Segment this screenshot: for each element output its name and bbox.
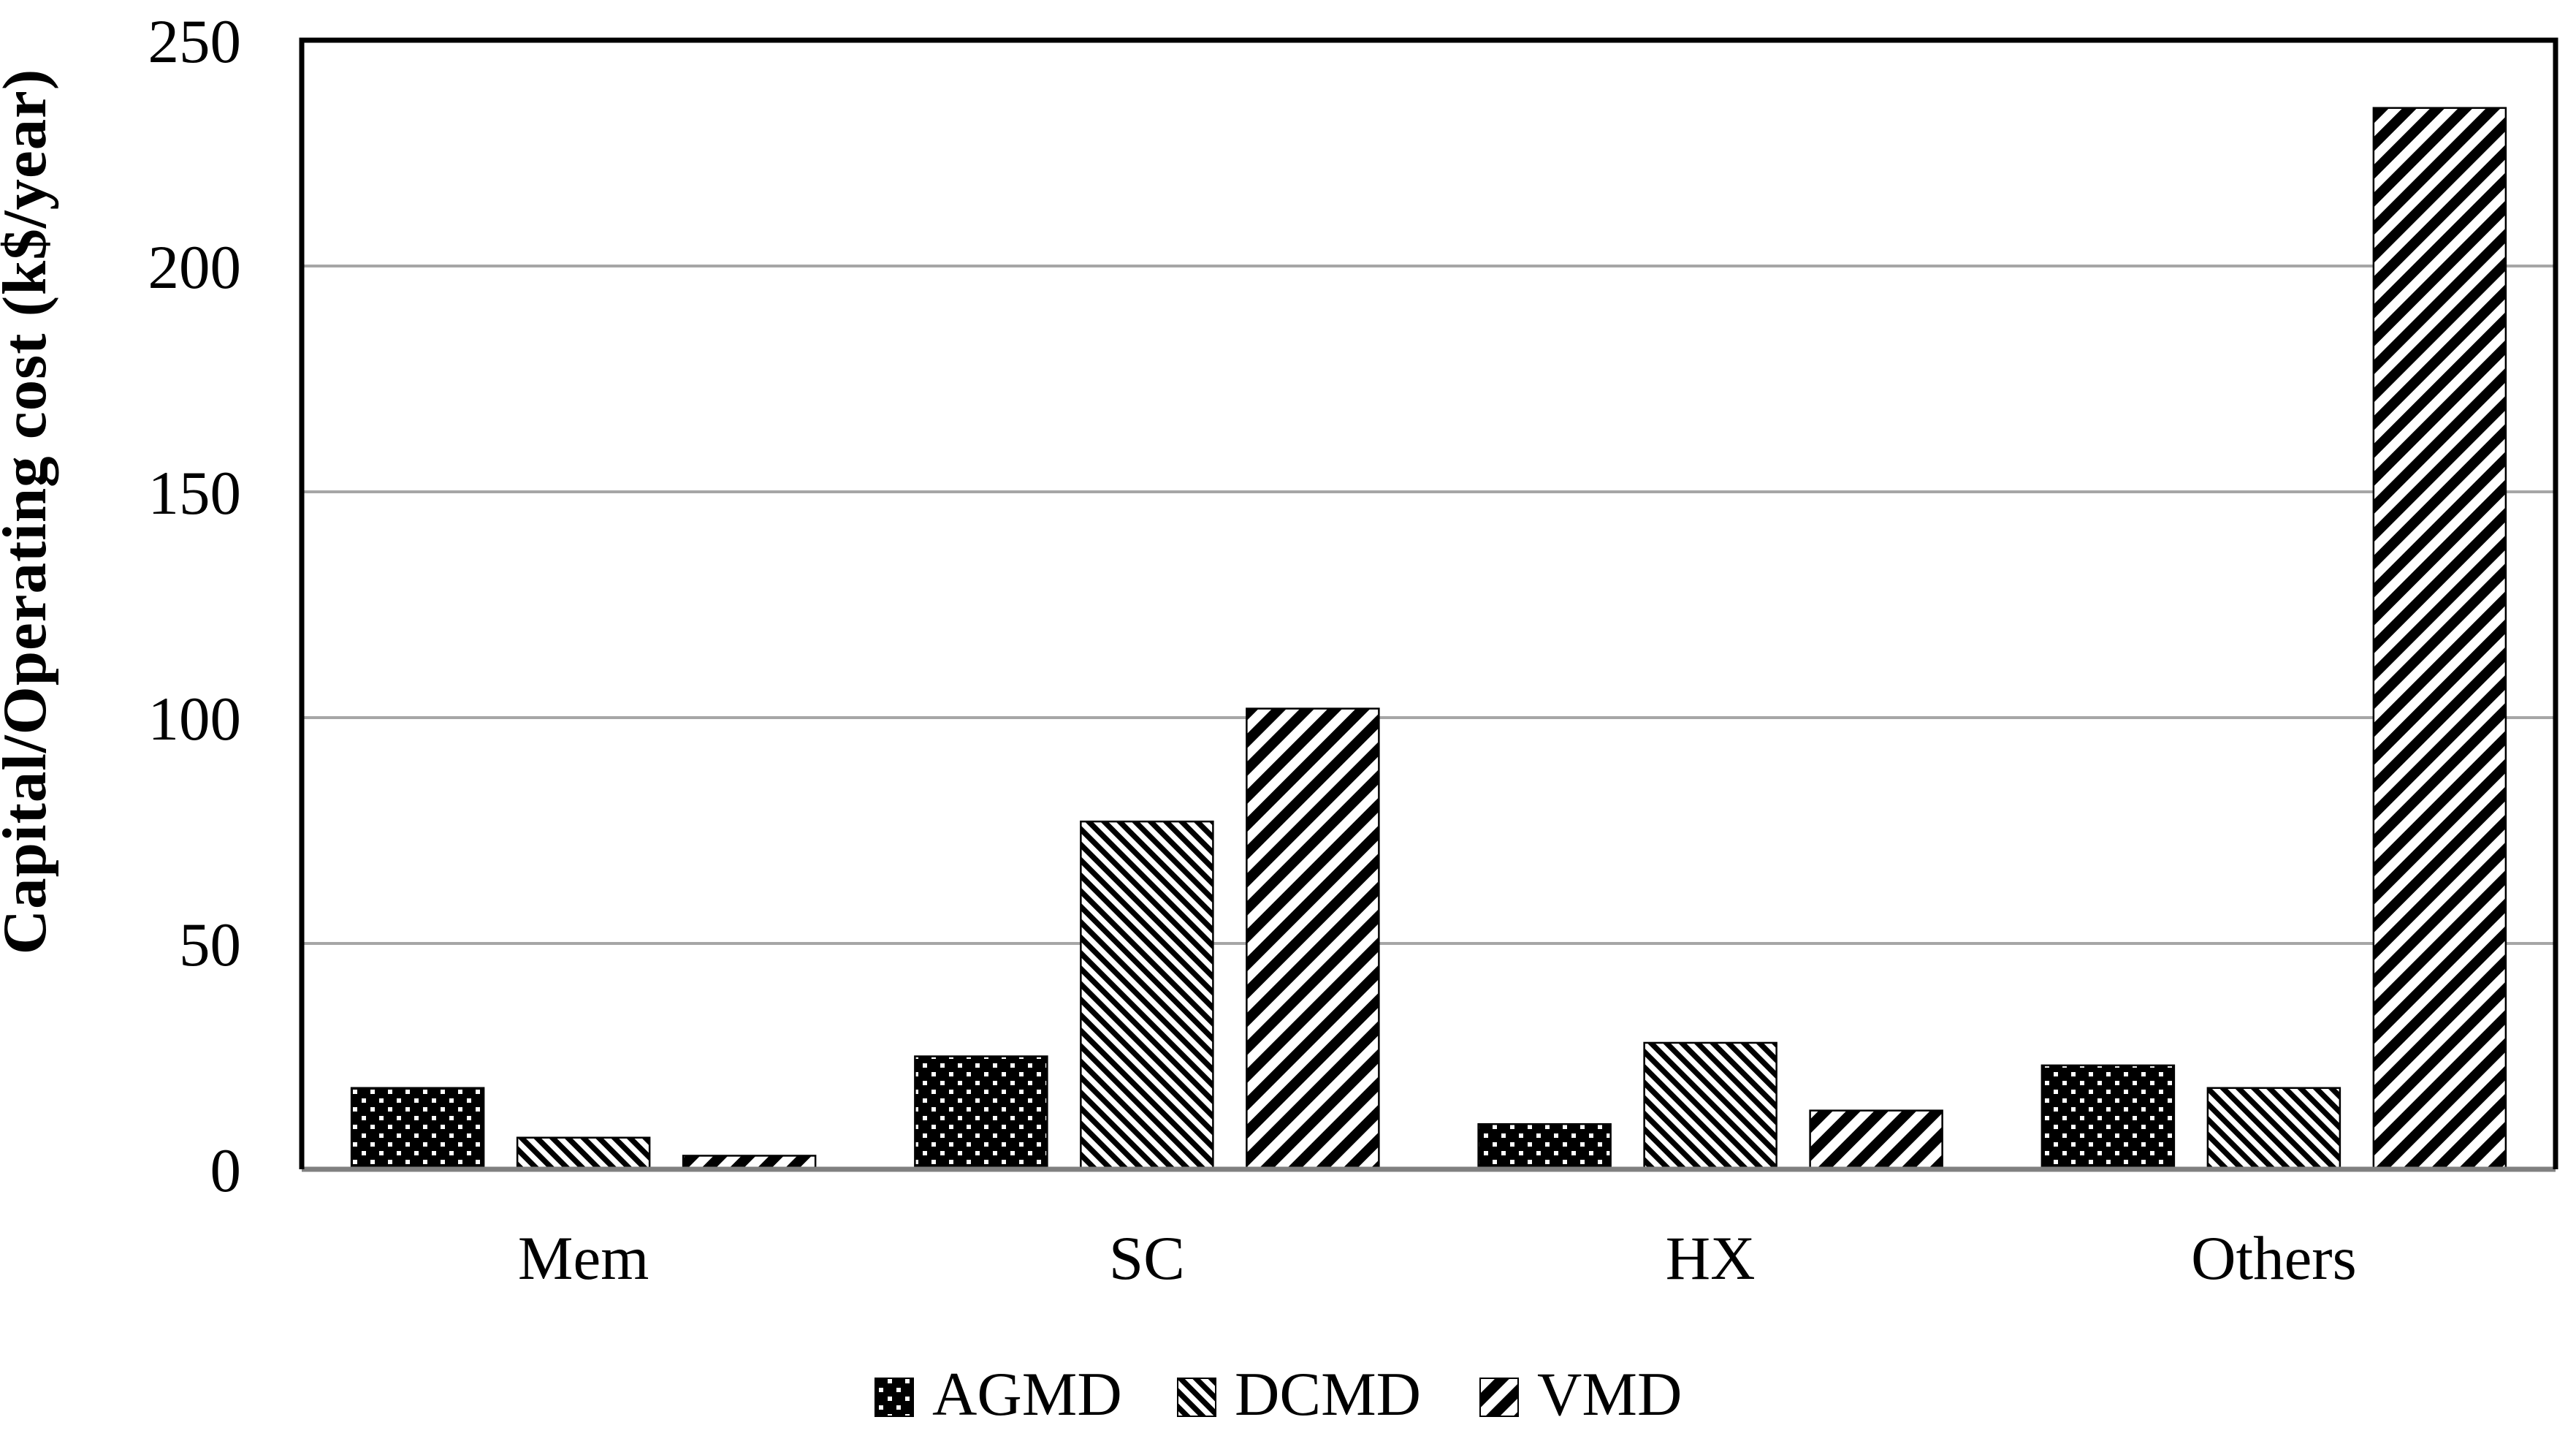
- legend-label-dcmd: DCMD: [1235, 1360, 1421, 1429]
- y-tick-label-150: 150: [148, 459, 242, 528]
- bar-dcmd-others: [2206, 1087, 2341, 1171]
- legend-swatch-agmd: [874, 1378, 914, 1417]
- bar-agmd-sc: [914, 1055, 1048, 1171]
- y-tick-label-50: 50: [179, 911, 241, 979]
- legend-label-agmd: AGMD: [932, 1360, 1122, 1429]
- legend-swatch-dcmd: [1177, 1378, 1216, 1417]
- bar-dcmd-hx: [1643, 1041, 1777, 1171]
- y-tick-label-200: 200: [148, 233, 242, 302]
- bar-agmd-hx: [1477, 1122, 1612, 1171]
- y-axis-tick-labels: 0 50 100 150 200 250: [148, 7, 242, 1205]
- gridlines: [302, 265, 2556, 945]
- plot-border: [299, 37, 2558, 1169]
- y-tick-label-100: 100: [148, 685, 242, 753]
- legend: AGMD DCMD VMD: [874, 1360, 1682, 1429]
- x-category-label-sc: SC: [1109, 1224, 1185, 1293]
- x-category-label-others: Others: [2191, 1224, 2357, 1293]
- bar-vmd-others: [2372, 107, 2507, 1171]
- bar-vmd-sc: [1246, 707, 1380, 1171]
- bar-dcmd-mem: [516, 1136, 651, 1171]
- bar-vmd-hx: [1809, 1109, 1943, 1171]
- x-category-label-hx: HX: [1666, 1224, 1756, 1293]
- legend-label-vmd: VMD: [1537, 1360, 1682, 1429]
- x-category-label-mem: Mem: [518, 1224, 649, 1293]
- plot-area-background: [302, 40, 2556, 1169]
- y-tick-label-0: 0: [210, 1136, 242, 1205]
- y-axis-title: Capital/Operating cost (k$/year): [0, 69, 59, 954]
- y-tick-label-250: 250: [148, 7, 242, 76]
- bar-dcmd-sc: [1080, 820, 1214, 1171]
- x-axis-category-labels: Mem SC HX Others: [518, 1224, 2357, 1293]
- legend-swatch-vmd: [1479, 1378, 1519, 1417]
- bar-agmd-others: [2040, 1064, 2176, 1171]
- bar-series: [350, 107, 2507, 1171]
- bar-agmd-mem: [350, 1087, 485, 1171]
